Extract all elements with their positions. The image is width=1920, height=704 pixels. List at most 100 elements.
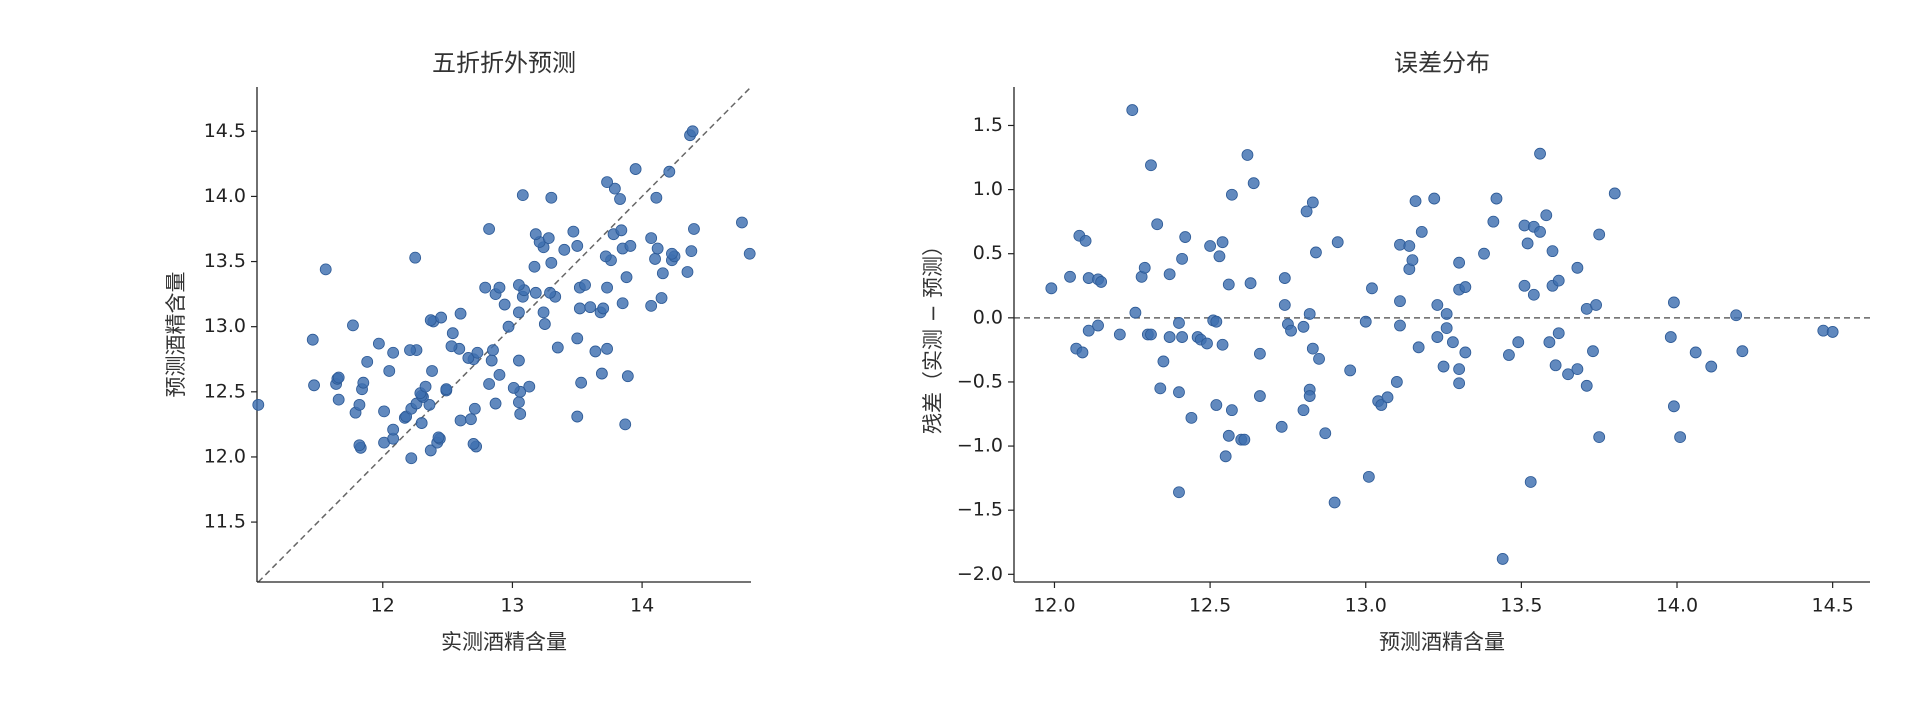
y-tick-label: −2.0 [957, 563, 1003, 585]
point [383, 365, 396, 377]
point [736, 216, 748, 229]
point [1437, 360, 1450, 373]
point [1173, 486, 1185, 499]
point [507, 382, 520, 394]
point [616, 297, 629, 310]
point [1431, 299, 1444, 311]
point [1303, 390, 1316, 402]
point [1664, 331, 1677, 343]
point [1241, 149, 1254, 161]
point [1213, 250, 1226, 263]
chart-title: 误差分布 [1394, 49, 1490, 77]
point [601, 281, 613, 294]
point [1406, 254, 1419, 267]
point [1344, 364, 1357, 377]
y-tick-label: 1.0 [973, 178, 1003, 200]
point [614, 193, 626, 205]
point [440, 383, 453, 396]
point [1534, 147, 1546, 160]
point [1275, 420, 1288, 433]
point [666, 247, 678, 260]
point [513, 306, 525, 319]
point [686, 125, 699, 138]
point [1608, 187, 1621, 200]
point [663, 165, 676, 178]
point [1176, 331, 1188, 343]
y-tick-label: 0.0 [973, 306, 1003, 328]
point [1490, 192, 1503, 205]
point [405, 452, 418, 465]
point [1521, 237, 1534, 250]
point [624, 240, 637, 252]
point [1225, 188, 1238, 201]
point [1185, 411, 1198, 424]
point [1366, 282, 1378, 295]
point [1546, 245, 1559, 258]
point [1225, 404, 1238, 417]
point [419, 380, 432, 393]
x-tick-label: 14.0 [1656, 595, 1698, 617]
point [1571, 261, 1584, 274]
point [424, 444, 437, 457]
point [1216, 338, 1229, 351]
point [1667, 400, 1680, 413]
point [1129, 306, 1142, 319]
point [571, 332, 584, 345]
point [656, 267, 669, 280]
point [361, 355, 374, 368]
point [1730, 309, 1743, 322]
point [1394, 295, 1406, 308]
point [1512, 336, 1525, 349]
point [465, 413, 477, 426]
point [467, 438, 480, 450]
point [1285, 324, 1297, 337]
x-tick-label: 13.0 [1345, 595, 1387, 617]
point [1689, 346, 1702, 359]
point [1297, 404, 1310, 417]
point [1176, 252, 1188, 265]
point [1409, 195, 1422, 208]
point [513, 279, 525, 291]
point [1518, 279, 1531, 292]
point [1549, 359, 1562, 372]
point [1297, 320, 1310, 333]
point [619, 418, 632, 431]
point [498, 298, 511, 311]
point [649, 253, 661, 265]
point [513, 354, 525, 367]
point [493, 281, 506, 294]
point [1826, 326, 1839, 338]
point [1247, 177, 1260, 190]
point [645, 232, 658, 245]
point [544, 286, 556, 299]
point [471, 346, 484, 359]
point [1313, 352, 1325, 365]
point [1667, 296, 1680, 309]
point [1151, 218, 1164, 231]
point [445, 340, 458, 353]
point [1216, 236, 1229, 249]
point [1303, 308, 1316, 320]
point [454, 414, 467, 427]
point [1254, 390, 1266, 402]
point [529, 228, 542, 241]
point [599, 250, 612, 263]
y-tick-label: −0.5 [957, 370, 1003, 392]
x-tick-label: 12 [371, 595, 395, 617]
point [423, 398, 436, 411]
point [608, 182, 621, 195]
x-tick-label: 13 [500, 595, 524, 617]
point [489, 397, 502, 410]
point [655, 292, 668, 304]
point [1562, 368, 1574, 381]
point [409, 251, 422, 264]
point [1540, 209, 1553, 222]
reference-line [257, 86, 752, 583]
point [1587, 345, 1599, 358]
point [620, 271, 633, 284]
point [597, 302, 610, 315]
point [513, 396, 525, 409]
chart-title: 五折折外预测 [432, 49, 576, 77]
point [567, 225, 580, 238]
